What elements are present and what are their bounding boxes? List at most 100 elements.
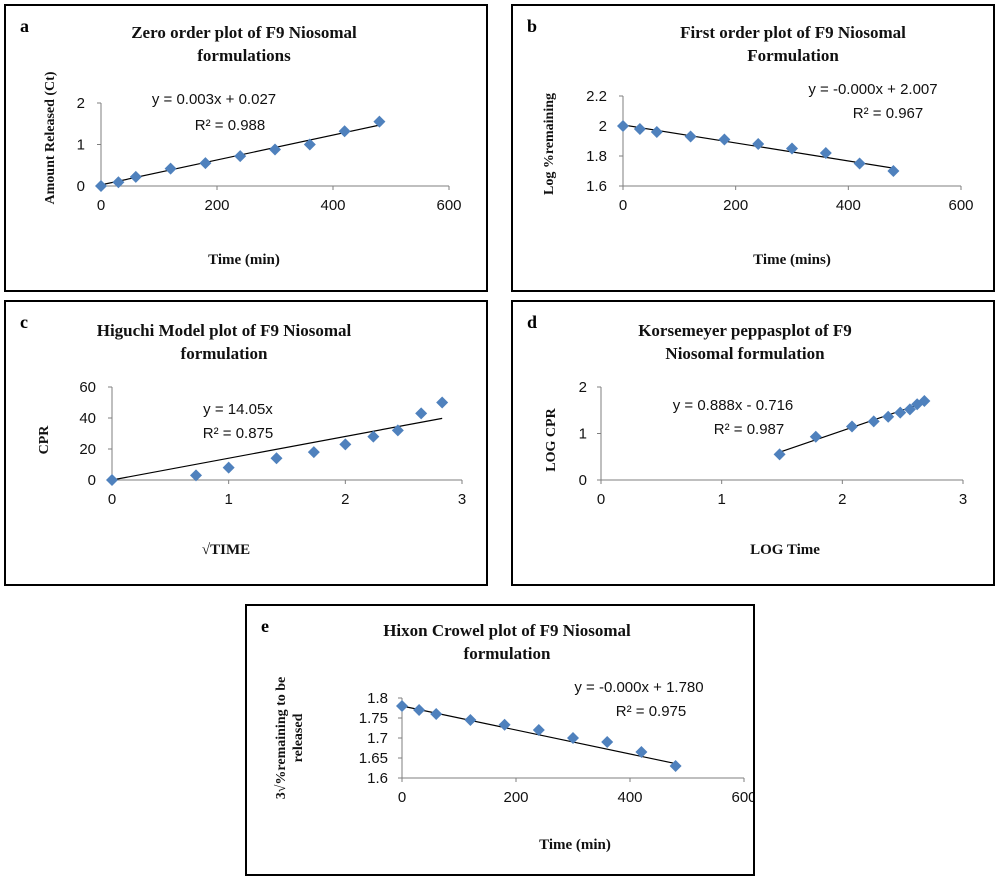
data-point	[635, 746, 648, 758]
y-axis-label-group: LOG CPR	[544, 407, 559, 471]
y-axis-label: 3√%remaining to be	[274, 677, 289, 800]
data-point	[396, 700, 408, 712]
chart-c: c Higuchi Model plot of F9 Niosomal formul…	[20, 312, 466, 558]
chart-d: d Korsemeyer peppasplot of F9 Niosomal for…	[527, 312, 967, 558]
data-point	[918, 394, 931, 407]
x-tick-label: 600	[436, 197, 461, 214]
panel-label-a: a	[20, 16, 29, 36]
x-axis-label: Time (min)	[539, 837, 611, 853]
y-axis-label-group: Log %remaining	[542, 93, 557, 195]
chart-title-line-1: Hixon Crowel plot of F9 Niosomal	[383, 621, 631, 640]
chart-panel-d: d Korsemeyer peppasplot of F9 Niosomal for…	[511, 300, 995, 586]
data-point	[95, 180, 107, 192]
y-tick-label: 1	[77, 137, 85, 154]
data-point	[339, 438, 352, 451]
x-tick-label: 3	[458, 491, 466, 508]
x-tick-label: 200	[503, 789, 528, 806]
y-tick-label: 2.2	[586, 88, 607, 105]
chart-a: a Zero order plot of F9 Niosomal formulati…	[20, 16, 462, 268]
data-point	[567, 732, 579, 744]
x-axis-label: Time (mins)	[753, 252, 831, 268]
data-point	[819, 147, 832, 159]
data-point	[498, 718, 511, 731]
y-axis-label-group: CPR	[37, 425, 52, 455]
data-point	[809, 430, 822, 443]
data-point	[903, 403, 916, 416]
data-point	[669, 760, 682, 772]
data-point	[269, 143, 281, 156]
data-point	[773, 448, 786, 461]
y-axis-label-group: 3√%remaining to be released	[274, 677, 306, 800]
trendline-equation: y = 0.003x + 0.027	[152, 91, 276, 108]
x-tick-label: 0	[108, 491, 116, 508]
chart-panel-c: c Higuchi Model plot of F9 Niosomal formul…	[4, 300, 488, 586]
data-point	[894, 406, 907, 419]
y-tick-label: 0	[579, 472, 587, 489]
x-tick-label: 600	[948, 197, 973, 214]
data-point	[853, 157, 866, 170]
chart-panel-a: a Zero order plot of F9 Niosomal formulati…	[4, 4, 488, 292]
chart-title-line-2: Formulation	[747, 46, 839, 65]
chart-title-line-1: First order plot of F9 Niosomal	[680, 23, 906, 42]
x-tick-label: 400	[320, 197, 345, 214]
panel-label-d: d	[527, 312, 537, 332]
x-tick-label: 0	[97, 197, 105, 214]
x-tick-label: 200	[204, 197, 229, 214]
chart-panel-e: e Hixon Crowel plot of F9 Niosomal formula…	[245, 604, 755, 876]
y-axis-label: Log %remaining	[542, 93, 557, 195]
y-axis-label-group: Amount Released (Ct)	[43, 71, 58, 204]
data-point	[887, 165, 900, 177]
data-point	[415, 407, 428, 420]
y-tick-label: 1.6	[586, 178, 607, 195]
x-tick-label: 1	[224, 491, 232, 508]
trendline-equation: y = 0.888x - 0.716	[673, 397, 794, 414]
chart-title-line-2: formulations	[197, 46, 291, 65]
r-squared-label: R² = 0.988	[195, 117, 265, 134]
data-point	[684, 130, 697, 143]
data-point	[845, 420, 858, 433]
y-tick-label: 20	[79, 441, 96, 458]
data-point	[303, 138, 316, 151]
y-tick-label: 1.6	[367, 770, 388, 787]
x-tick-label: 3	[959, 491, 967, 508]
r-squared-label: R² = 0.987	[714, 421, 784, 438]
y-axis-label: released	[291, 713, 306, 762]
data-point	[129, 170, 142, 183]
y-tick-label: 0	[77, 178, 85, 195]
x-tick-label: 400	[836, 197, 861, 214]
data-point	[391, 424, 404, 437]
y-tick-label: 2	[579, 379, 587, 396]
y-tick-label: 1.65	[359, 750, 388, 767]
x-tick-label: 200	[723, 197, 748, 214]
data-point	[436, 396, 449, 409]
x-tick-label: 0	[597, 491, 605, 508]
y-axis-label: CPR	[37, 425, 52, 455]
data-point	[234, 150, 247, 163]
x-axis-label: Time (min)	[208, 252, 280, 268]
y-tick-label: 1.8	[586, 148, 607, 165]
y-tick-label: 60	[79, 379, 96, 396]
data-point	[882, 410, 895, 423]
data-point	[633, 123, 646, 135]
x-tick-label: 1	[717, 491, 725, 508]
y-axis-label: Amount Released (Ct)	[43, 71, 58, 204]
y-tick-label: 1.75	[359, 710, 388, 727]
y-tick-label: 1	[579, 426, 587, 443]
data-point	[338, 125, 351, 138]
data-point	[532, 724, 545, 736]
data-point	[650, 126, 663, 138]
panel-label-b: b	[527, 16, 537, 36]
chart-e: e Hixon Crowel plot of F9 Niosomal formula…	[261, 616, 753, 853]
x-axis-label: LOG Time	[750, 542, 820, 558]
chart-b: b First order plot of F9 Niosomal Formulat…	[527, 16, 974, 268]
x-tick-label: 2	[838, 491, 846, 508]
trendline-equation: y = -0.000x + 1.780	[574, 679, 703, 696]
chart-title-line-2: formulation	[464, 644, 551, 663]
data-point	[752, 138, 765, 150]
data-point	[222, 461, 235, 474]
trendline-equation: y = -0.000x + 2.007	[808, 81, 937, 98]
data-point	[617, 120, 629, 132]
r-squared-label: R² = 0.975	[616, 703, 686, 720]
data-point	[190, 469, 202, 482]
data-point	[718, 133, 731, 146]
